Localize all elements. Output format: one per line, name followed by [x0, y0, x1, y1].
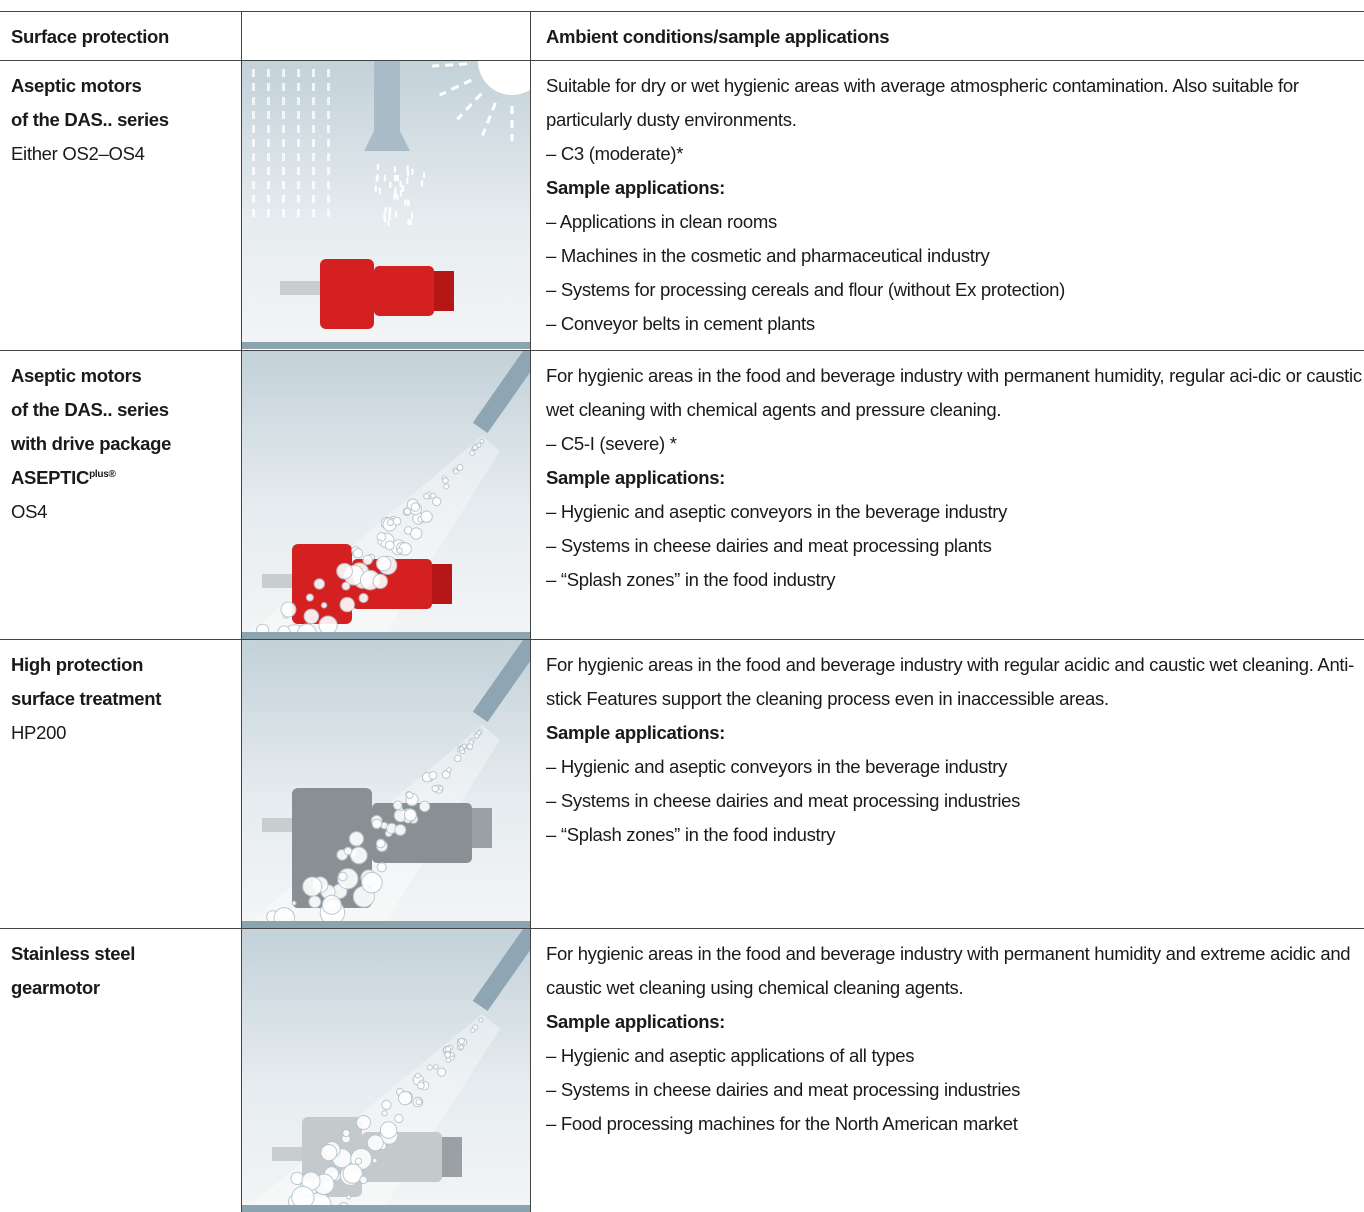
header-cell — [241, 12, 531, 60]
subtitle: Either OS2–OS4 — [11, 143, 145, 164]
title-line: High protection — [11, 654, 144, 675]
title-cell: Stainless steel gearmotor — [0, 929, 241, 1212]
application-item: – Conveyor belts in cement plants — [546, 313, 815, 334]
title-cell: High protection surface treatment HP200 — [0, 640, 241, 928]
application-item: – Systems for processing cereals and flo… — [546, 279, 1065, 300]
sample-heading: Sample applications: — [546, 467, 726, 488]
application-item: – Machines in the cosmetic and pharmaceu… — [546, 245, 990, 266]
application-item: – Hygienic and aseptic applications of a… — [546, 1045, 915, 1066]
sample-heading: Sample applications: — [546, 1011, 726, 1032]
header-cell: Ambient conditions/sample applications — [546, 26, 890, 47]
description: For hygienic areas in the food and bever… — [546, 654, 1354, 709]
description: For hygienic areas in the food and bever… — [546, 365, 1362, 420]
text-cell: Suitable for dry or wet hygienic areas w… — [531, 61, 1364, 350]
application-item: – Systems in cheese dairies and meat pro… — [546, 535, 992, 556]
application-item: – Hygienic and aseptic conveyors in the … — [546, 756, 1008, 777]
subtitle: HP200 — [11, 722, 67, 743]
header-cell: Surface protection — [11, 26, 170, 47]
application-item: – Systems in cheese dairies and meat pro… — [546, 790, 1021, 811]
text-cell: For hygienic areas in the food and bever… — [531, 929, 1364, 1212]
application-item: – Systems in cheese dairies and meat pro… — [546, 1079, 1021, 1100]
image-cell — [241, 61, 531, 350]
text-cell: For hygienic areas in the food and bever… — [531, 640, 1364, 928]
illustration — [242, 61, 530, 349]
image-cell — [241, 640, 531, 928]
description: Suitable for dry or wet hygienic areas w… — [546, 75, 1299, 130]
title-cell: Aseptic motors of the DAS.. series Either … — [0, 61, 241, 350]
rating: – C3 (moderate)* — [546, 143, 684, 164]
title-line: Stainless steel — [11, 943, 136, 964]
application-item: – Food processing machines for the North… — [546, 1113, 1018, 1134]
image-cell — [241, 929, 531, 1212]
title-line: with drive package — [11, 433, 172, 454]
header-row: Surface protection Ambient conditions/sa… — [0, 11, 1364, 61]
subtitle: OS4 — [11, 501, 48, 522]
application-item: – Hygienic and aseptic conveyors in the … — [546, 501, 1008, 522]
table-row: Aseptic motors of the DAS.. series Either … — [0, 61, 1364, 350]
illustration — [242, 929, 530, 1212]
rating: – C5-I (severe) * — [546, 433, 677, 454]
title-line: of the DAS.. series — [11, 399, 169, 420]
title-line: surface treatment — [11, 688, 162, 709]
title-line: Aseptic motors — [11, 75, 142, 96]
title-line: Aseptic motors — [11, 365, 142, 386]
table-row: Aseptic motors of the DAS.. series with dr… — [0, 350, 1364, 639]
sample-heading: Sample applications: — [546, 177, 726, 198]
illustration — [242, 351, 530, 639]
application-item: – Applications in clean rooms — [546, 211, 777, 232]
table-row: High protection surface treatment HP200 For… — [0, 639, 1364, 928]
title-superscript: plus® — [89, 468, 116, 480]
title-line: ASEPTICplus® — [11, 467, 116, 488]
title-line: of the DAS.. series — [11, 109, 169, 130]
text-cell: For hygienic areas in the food and bever… — [531, 351, 1364, 639]
description: For hygienic areas in the food and bever… — [546, 943, 1351, 998]
title-cell: Aseptic motors of the DAS.. series with dr… — [0, 351, 241, 639]
table-row: Stainless steel gearmotor For hygienic are… — [0, 928, 1364, 1212]
application-item: – “Splash zones” in the food industry — [546, 824, 836, 845]
image-cell — [241, 351, 531, 639]
sample-heading: Sample applications: — [546, 722, 726, 743]
title-line: gearmotor — [11, 977, 100, 998]
illustration — [242, 640, 530, 928]
application-item: – “Splash zones” in the food industry — [546, 569, 836, 590]
